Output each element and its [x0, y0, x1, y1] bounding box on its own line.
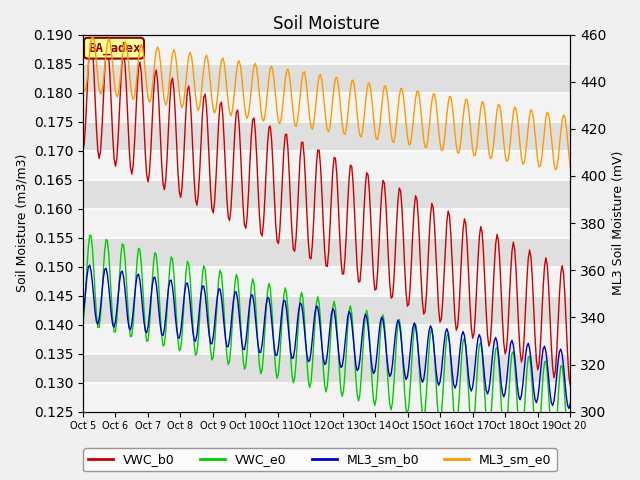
- Line: VWC_b0: VWC_b0: [83, 38, 570, 385]
- VWC_b0: [140, 123, 148, 129]
- VWC_e0: [140, 307, 148, 312]
- VWC_b0: [87, 36, 95, 41]
- ML3_sm_e0: [566, 164, 574, 170]
- Title: Soil Moisture: Soil Moisture: [273, 15, 380, 33]
- Bar: [83, 209, 570, 238]
- VWC_b0: [566, 383, 574, 388]
- VWC_e0: [86, 232, 93, 238]
- Y-axis label: Soil Moisture (m3/m3): Soil Moisture (m3/m3): [15, 154, 28, 292]
- VWC_b0: [226, 218, 234, 224]
- VWC_e0: [250, 281, 258, 287]
- VWC_b0: [294, 210, 301, 216]
- ML3_sm_b0: [250, 300, 258, 306]
- ML3_sm_b0: [566, 400, 574, 406]
- ML3_sm_e0: [242, 113, 250, 119]
- Bar: [83, 324, 570, 354]
- ML3_sm_b0: [140, 319, 148, 325]
- ML3_sm_e0: [552, 167, 559, 173]
- VWC_b0: [79, 148, 87, 154]
- ML3_sm_b0: [541, 343, 548, 349]
- ML3_sm_b0: [242, 339, 250, 345]
- Bar: [83, 63, 570, 93]
- VWC_b0: [541, 263, 548, 269]
- Bar: [83, 238, 570, 266]
- ML3_sm_e0: [140, 55, 148, 61]
- Line: ML3_sm_e0: ML3_sm_e0: [83, 36, 570, 170]
- Y-axis label: ML3 Soil Moisture (mV): ML3 Soil Moisture (mV): [612, 151, 625, 295]
- Line: VWC_e0: VWC_e0: [83, 235, 570, 458]
- VWC_e0: [242, 363, 250, 369]
- VWC_e0: [541, 359, 548, 364]
- VWC_e0: [566, 455, 574, 461]
- ML3_sm_b0: [294, 319, 301, 324]
- ML3_sm_e0: [294, 118, 301, 124]
- Bar: [83, 296, 570, 324]
- ML3_sm_b0: [79, 313, 87, 319]
- VWC_b0: [250, 115, 258, 121]
- ML3_sm_b0: [226, 336, 234, 342]
- Bar: [83, 121, 570, 151]
- ML3_sm_e0: [250, 63, 258, 69]
- Legend: VWC_b0, VWC_e0, ML3_sm_b0, ML3_sm_e0: VWC_b0, VWC_e0, ML3_sm_b0, ML3_sm_e0: [83, 448, 557, 471]
- ML3_sm_b0: [86, 262, 93, 268]
- Bar: [83, 93, 570, 121]
- Bar: [83, 151, 570, 180]
- Text: BA_adex: BA_adex: [88, 42, 140, 55]
- ML3_sm_e0: [226, 109, 234, 115]
- Bar: [83, 354, 570, 383]
- VWC_e0: [294, 336, 301, 342]
- ML3_sm_e0: [79, 83, 87, 89]
- VWC_e0: [226, 359, 234, 364]
- Bar: [83, 383, 570, 412]
- ML3_sm_e0: [541, 126, 548, 132]
- VWC_e0: [79, 320, 87, 326]
- Bar: [83, 266, 570, 296]
- Bar: [83, 35, 570, 63]
- VWC_b0: [242, 226, 250, 231]
- Bar: [83, 180, 570, 209]
- ML3_sm_b0: [565, 406, 573, 411]
- Line: ML3_sm_b0: ML3_sm_b0: [83, 265, 570, 408]
- ML3_sm_e0: [88, 34, 96, 39]
